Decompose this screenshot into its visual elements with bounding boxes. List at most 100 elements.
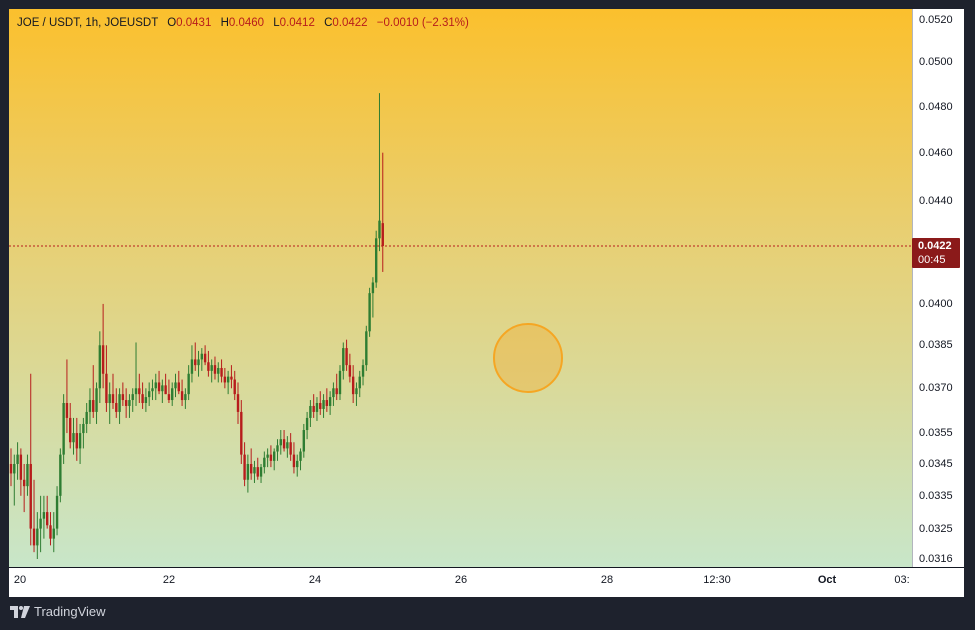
candle-body: [220, 367, 223, 377]
candle-body: [32, 528, 36, 546]
change-value: −0.0010 (−2.31%): [376, 17, 469, 29]
symbol-legend: JOE / USDT, 1h, JOEUSDT O0.0431 H0.0460 …: [17, 17, 469, 29]
candle-body: [253, 467, 256, 474]
tradingview-wordmark: TradingView: [34, 604, 106, 619]
candle-body: [180, 391, 184, 401]
candle-body: [371, 282, 375, 294]
candle-body: [115, 403, 118, 412]
candlestick-chart[interactable]: [9, 9, 912, 567]
candle-body: [259, 467, 263, 477]
time-tick-label: 26: [454, 574, 468, 586]
candle-body: [52, 528, 55, 539]
candle-body: [279, 439, 282, 446]
high-value: 0.0460: [228, 17, 265, 29]
candle-body: [381, 223, 384, 246]
candle-body: [312, 405, 315, 412]
candle-body: [55, 495, 59, 529]
candle-body: [273, 451, 276, 461]
open-label: O: [167, 17, 177, 29]
candle-body: [226, 376, 230, 383]
high-label: H: [220, 17, 229, 29]
candle-body: [177, 382, 180, 392]
candle-body: [342, 348, 345, 371]
candle-body: [378, 220, 381, 239]
candle-body: [338, 370, 342, 395]
candle-body: [332, 388, 335, 398]
cursor-highlight-circle: [493, 323, 563, 393]
candle-body: [147, 391, 151, 398]
candle-body: [335, 388, 338, 395]
candle-body: [282, 439, 286, 449]
candle-body: [197, 359, 200, 366]
candle-body: [351, 376, 355, 395]
candle-body: [355, 388, 358, 395]
price-tick-label: 0.0440: [919, 194, 953, 207]
candle-body: [108, 394, 111, 404]
candle-body: [315, 403, 319, 412]
candle-body: [167, 394, 171, 401]
time-tick-label: 22: [162, 574, 176, 586]
candle-body: [164, 385, 167, 395]
candle-body: [374, 238, 378, 283]
candle-body: [263, 457, 266, 468]
candle-body: [118, 394, 121, 412]
candle-body: [187, 373, 190, 395]
candle-body: [292, 454, 296, 468]
candle-body: [161, 385, 164, 392]
candle-body: [111, 394, 115, 404]
candle-body: [328, 397, 332, 406]
candle-body: [213, 365, 217, 374]
candle-body: [361, 365, 365, 377]
time-tick-label: 03:: [894, 574, 910, 586]
candle-body: [45, 512, 49, 526]
candle-body: [276, 445, 279, 452]
candle-body: [13, 463, 16, 474]
candle-body: [233, 379, 236, 395]
candle-body: [174, 382, 177, 389]
time-tick-label: 24: [308, 574, 322, 586]
candle-body: [75, 433, 78, 449]
candle-body: [151, 388, 154, 392]
candle-body: [22, 479, 26, 487]
candle-body: [49, 525, 52, 539]
price-axis[interactable]: 0.0520 0.0500 0.0480 0.0460 0.0440 0.0400 0.03…: [912, 9, 964, 567]
time-axis[interactable]: 20 22 24 26 28 12:30 Oct 03:: [9, 567, 964, 597]
candle-body: [134, 388, 138, 395]
close-label: C: [324, 17, 333, 29]
candle-body: [26, 463, 29, 487]
candle-body: [69, 417, 72, 443]
candle-body: [345, 348, 348, 366]
candle-body: [98, 345, 102, 389]
candle-body: [29, 463, 32, 529]
tradingview-logo[interactable]: TradingView: [10, 604, 106, 619]
price-tick-label: 0.0370: [919, 382, 953, 395]
candle-body: [256, 467, 259, 477]
price-tick-label: 0.0480: [919, 100, 953, 113]
price-tick-label: 0.0345: [919, 457, 953, 470]
tradingview-icon: [10, 605, 30, 618]
candle-body: [82, 423, 85, 434]
low-value: 0.0412: [279, 17, 315, 29]
candle-body: [88, 400, 92, 412]
candle-body: [322, 400, 325, 409]
candle-body: [348, 365, 352, 377]
candle-body: [39, 518, 42, 529]
candle-body: [246, 463, 250, 480]
candle-body: [171, 388, 174, 401]
candle-body: [266, 454, 269, 458]
time-tick-label: 28: [600, 574, 614, 586]
last-price-value: 0.0422: [918, 239, 952, 252]
price-tick-label: 0.0355: [919, 427, 953, 440]
candle-body: [365, 331, 368, 366]
candle-body: [269, 454, 273, 461]
candle-body: [144, 397, 148, 404]
candle-body: [230, 376, 233, 380]
candle-body: [92, 400, 95, 412]
low-label: L: [273, 17, 280, 29]
candle-body: [154, 382, 157, 389]
candle-body: [131, 394, 134, 401]
plot-area[interactable]: JOE / USDT, 1h, JOEUSDT O0.0431 H0.0460 …: [9, 9, 912, 567]
candle-body: [95, 388, 98, 412]
last-price-badge: 0.0422 00:45: [912, 237, 960, 268]
candle-body: [141, 394, 144, 404]
